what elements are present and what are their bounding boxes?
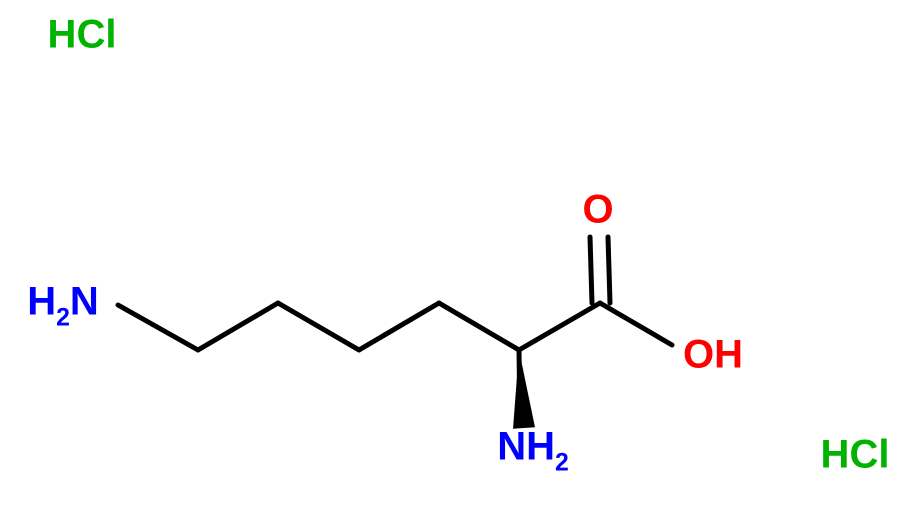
wedge-bond bbox=[513, 350, 535, 429]
atom-label-O_dbl: O bbox=[582, 188, 613, 233]
bond-line bbox=[590, 237, 592, 303]
atom-label-NH2_a: NH2 bbox=[497, 425, 569, 476]
bond-line bbox=[359, 303, 439, 350]
bond-line bbox=[608, 237, 610, 303]
atom-label-OH: OH bbox=[683, 333, 743, 378]
atom-label-HCl_1: HCl bbox=[48, 13, 117, 58]
bond-line bbox=[278, 303, 359, 350]
atom-label-HCl_2: HCl bbox=[821, 433, 890, 478]
bond-line bbox=[118, 305, 198, 350]
bond-line bbox=[198, 303, 278, 350]
molecule-canvas bbox=[0, 0, 918, 515]
bond-line bbox=[600, 303, 672, 345]
bond-line bbox=[439, 303, 519, 350]
bond-line bbox=[519, 303, 600, 350]
atom-label-H2N: H2N bbox=[27, 280, 99, 331]
